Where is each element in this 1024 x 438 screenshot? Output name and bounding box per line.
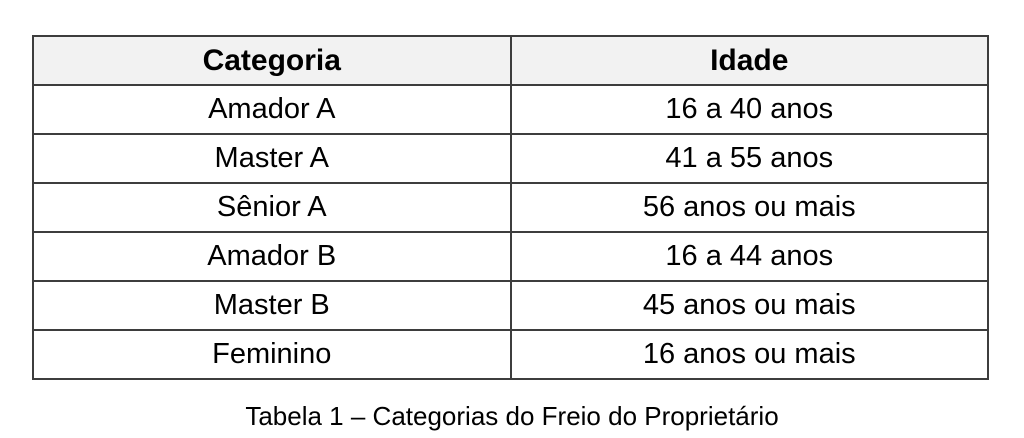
table-row: Feminino 16 anos ou mais bbox=[32, 329, 989, 380]
column-header-idade: Idade bbox=[509, 35, 989, 86]
cell-categoria: Amador A bbox=[32, 84, 512, 135]
categories-table-body: Amador A 16 a 40 anos Master A 41 a 55 a… bbox=[32, 84, 989, 380]
cell-idade: 45 anos ou mais bbox=[509, 280, 989, 331]
table-row: Sênior A 56 anos ou mais bbox=[32, 182, 989, 233]
header-row: Categoria Idade bbox=[32, 35, 989, 86]
categories-table: Categoria Idade Amador A 16 a 40 anos Ma… bbox=[32, 35, 989, 380]
categories-table-head: Categoria Idade bbox=[32, 35, 989, 86]
cell-categoria: Sênior A bbox=[32, 182, 512, 233]
table-row: Amador A 16 a 40 anos bbox=[32, 84, 989, 135]
cell-idade: 16 anos ou mais bbox=[509, 329, 989, 380]
table-caption: Tabela 1 – Categorias do Freio do Propri… bbox=[245, 401, 779, 431]
cell-categoria: Feminino bbox=[32, 329, 512, 380]
cell-idade: 16 a 44 anos bbox=[509, 231, 989, 282]
column-header-categoria: Categoria bbox=[32, 35, 512, 86]
table-row: Master A 41 a 55 anos bbox=[32, 133, 989, 184]
cell-categoria: Master B bbox=[32, 280, 512, 331]
cell-categoria: Master A bbox=[32, 133, 512, 184]
table-row: Amador B 16 a 44 anos bbox=[32, 231, 989, 282]
cell-categoria: Amador B bbox=[32, 231, 512, 282]
cell-idade: 41 a 55 anos bbox=[509, 133, 989, 184]
cell-idade: 16 a 40 anos bbox=[509, 84, 989, 135]
cell-idade: 56 anos ou mais bbox=[509, 182, 989, 233]
table-row: Master B 45 anos ou mais bbox=[32, 280, 989, 331]
